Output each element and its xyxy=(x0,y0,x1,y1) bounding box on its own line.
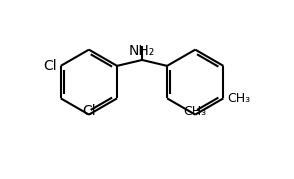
Text: CH₃: CH₃ xyxy=(227,92,250,105)
Text: CH₃: CH₃ xyxy=(184,105,207,118)
Text: Cl: Cl xyxy=(82,104,96,118)
Text: Cl: Cl xyxy=(43,59,57,73)
Text: NH₂: NH₂ xyxy=(129,44,155,58)
